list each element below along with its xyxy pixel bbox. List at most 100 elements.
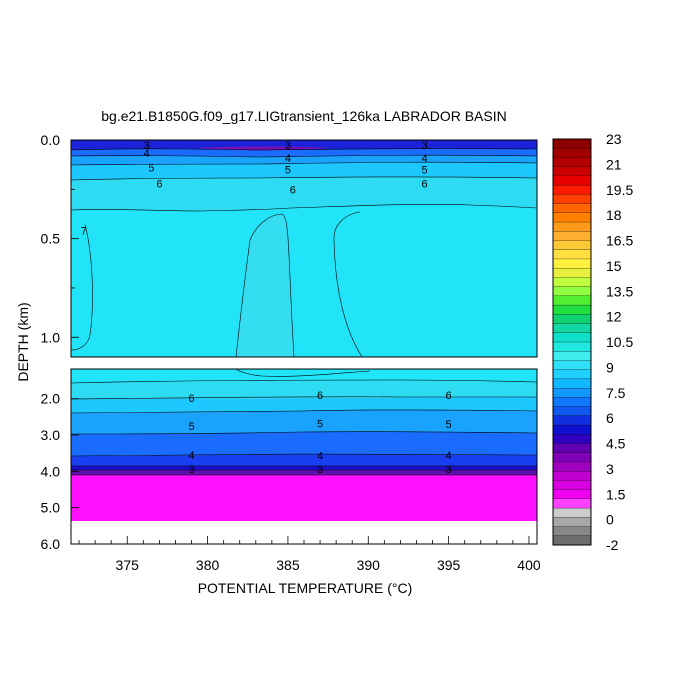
x-tick-label: 400 [517, 557, 541, 573]
x-tick-label: 380 [196, 557, 220, 573]
colorbar-swatch [552, 369, 592, 380]
colorbar-swatch [552, 387, 592, 398]
contour-label: 3 [285, 140, 291, 152]
contour-label: 5 [421, 165, 427, 177]
colorbar-swatch [552, 249, 592, 260]
contour-label: 3 [188, 464, 194, 476]
colorbar-label: 15 [606, 258, 622, 274]
lower-fill-5 [71, 397, 537, 413]
colorbar-swatch [552, 351, 592, 361]
x-axis-label: POTENTIAL TEMPERATURE (°C) [198, 580, 413, 596]
contour-label: 4 [317, 451, 323, 463]
contour-label: 6 [317, 390, 323, 402]
colorbar-label: 7.5 [606, 385, 626, 401]
colorbar-swatch [552, 166, 592, 177]
lower-fill-0 [71, 470, 537, 475]
lower-fill-3 [71, 431, 537, 456]
colorbar-swatch [552, 526, 592, 537]
colorbar-swatch [552, 498, 592, 509]
contour-label: 6 [156, 178, 162, 190]
lower-y-tick-label: 3.0 [41, 427, 61, 443]
colorbar-label: 9 [606, 359, 614, 375]
lower-fill-6a [71, 380, 537, 399]
colorbar-swatch [552, 434, 592, 444]
colorbar-swatch [552, 517, 592, 527]
colorbar-label: 23 [606, 131, 622, 147]
contour-label: 4 [143, 148, 149, 160]
contour-label: 5 [285, 165, 291, 177]
colorbar-swatch [552, 194, 592, 205]
colorbar-swatch [552, 212, 592, 223]
colorbar-label: 21 [606, 156, 622, 172]
colorbar-label: 12 [606, 309, 622, 325]
contour-label: 6 [421, 178, 427, 190]
colorbar-swatch [552, 221, 592, 232]
colorbar-swatch [552, 138, 592, 149]
upper-plume-left [236, 214, 294, 357]
upper-fill-7b [71, 209, 537, 357]
colorbar-label: 3 [606, 461, 614, 477]
colorbar-swatch [552, 461, 592, 472]
lower-y-tick-label: 5.0 [41, 500, 61, 516]
x-tick-label: 390 [357, 557, 381, 573]
upper-fill-2 [71, 140, 537, 150]
y-axis-label: DEPTH (km) [15, 302, 31, 381]
lower-fill-7 [71, 369, 537, 383]
colorbar-swatch [552, 397, 592, 408]
contour-label: 3 [143, 140, 149, 152]
colorbar-swatch [552, 148, 592, 158]
colorbar-label: 0 [606, 512, 614, 528]
colorbar-swatch [552, 258, 592, 269]
contour-label: 5 [317, 418, 323, 430]
colorbar-label: 10.5 [606, 334, 633, 350]
contour-label: 3 [317, 464, 323, 476]
colorbar-label: 13.5 [606, 283, 633, 299]
upper-y-tick-label: 1.0 [41, 329, 61, 345]
colorbar-swatch [552, 443, 592, 454]
upper-y-tick-label: 0.0 [41, 132, 61, 148]
colorbar-label: -2 [606, 537, 619, 553]
contour-label: 3 [446, 464, 452, 476]
colorbar-swatch [552, 304, 592, 315]
contour-label: 5 [148, 163, 154, 175]
upper-y-axis: 0.0 0.5 1.0 [41, 132, 79, 345]
contour-label: 4 [446, 450, 452, 462]
lower-contour-lines [71, 369, 537, 476]
colorbar-swatch [552, 231, 592, 241]
colorbar-label: 19.5 [606, 182, 633, 198]
colorbar-swatch [552, 424, 592, 435]
colorbar-label: 4.5 [606, 436, 626, 452]
contour-label: 4 [188, 450, 194, 462]
colorbar-swatch [552, 277, 592, 288]
colorbar-swatch [552, 535, 592, 546]
colorbar-labels: 23 21 19.5 18 16.5 15 13.5 12 10.5 9 7.5 6 4.5 3 1.5 0 -… [606, 131, 633, 553]
colorbar-swatch [552, 332, 592, 343]
x-tick-label: 395 [437, 557, 461, 573]
x-tick-label: 385 [276, 557, 300, 573]
colorbar-swatch [552, 507, 592, 518]
upper-contour-lines [71, 148, 537, 357]
colorbar-swatch [552, 268, 592, 278]
colorbar-swatch [552, 489, 592, 500]
x-tick-label: 375 [116, 557, 140, 573]
colorbar-swatch [552, 323, 592, 334]
chart-title: bg.e21.B1850G.f09_g17.LIGtransient_126ka… [101, 108, 506, 124]
lower-fill-bottom [71, 475, 537, 521]
contour-label: 5 [188, 421, 194, 433]
colorbar-label: 16.5 [606, 233, 633, 249]
upper-y-tick-label: 0.5 [41, 231, 61, 247]
colorbar-swatch [552, 295, 592, 306]
colorbar-swatch [552, 341, 592, 352]
colorbar-swatch [552, 286, 592, 297]
contour-label: 4 [421, 153, 427, 165]
colorbar-swatch [552, 157, 592, 168]
contour-label: 4 [285, 153, 291, 165]
colorbar-swatch [552, 203, 592, 214]
colorbar-swatch [552, 175, 592, 186]
lower-fill-2 [71, 454, 537, 466]
